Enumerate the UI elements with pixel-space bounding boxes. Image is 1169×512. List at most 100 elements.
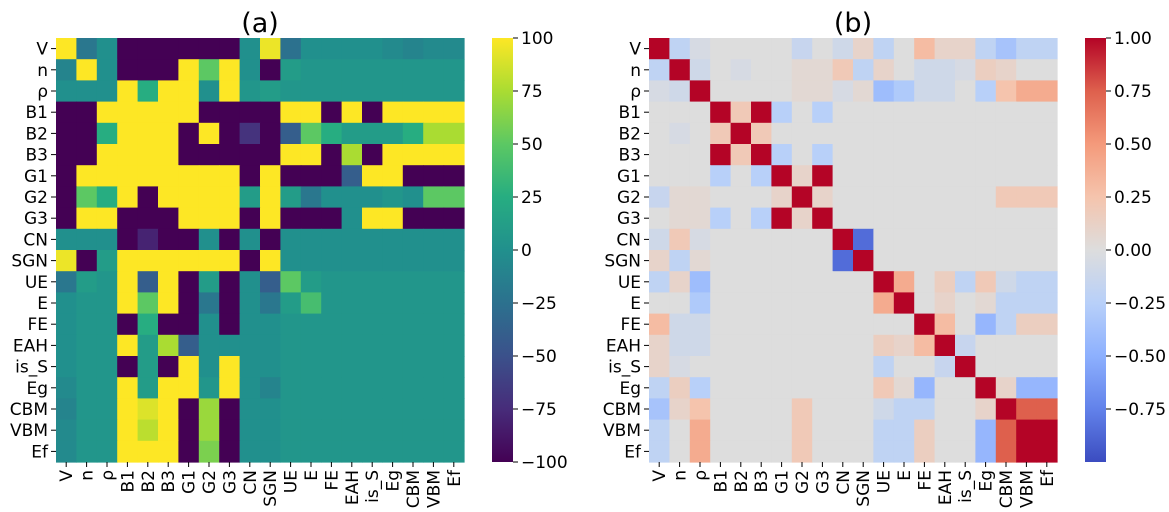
heatmap-cell xyxy=(975,334,997,357)
heatmap-cell xyxy=(832,207,854,230)
heatmap-cell xyxy=(76,165,98,187)
heatmap-cell xyxy=(260,122,281,145)
heatmap-cell xyxy=(260,250,281,272)
heatmap-cell xyxy=(934,80,956,103)
heatmap-cell xyxy=(710,419,732,442)
heatmap-cell xyxy=(730,292,752,315)
heatmap-cell xyxy=(321,80,343,103)
heatmap-cell xyxy=(219,334,241,357)
heatmap-cell xyxy=(1016,419,1038,442)
heatmap-cell xyxy=(382,207,404,230)
heatmap-cell xyxy=(1016,356,1038,378)
heatmap-cell xyxy=(995,207,1017,230)
heatmap-cell xyxy=(137,165,159,187)
heatmap-cell xyxy=(955,271,976,293)
heatmap-cell xyxy=(76,292,98,315)
heatmap-cell xyxy=(423,207,445,230)
heatmap-cell xyxy=(649,356,670,378)
x-tick-label: ρ xyxy=(98,470,118,481)
heatmap-cell xyxy=(689,207,711,230)
heatmap-cell xyxy=(423,122,445,145)
heatmap-cell xyxy=(362,80,383,103)
heatmap-cell xyxy=(280,271,302,293)
heatmap-cell xyxy=(832,440,854,463)
heatmap-cell xyxy=(751,356,772,378)
heatmap-cell xyxy=(198,165,220,187)
heatmap-cell xyxy=(1036,207,1058,230)
heatmap-cell xyxy=(873,419,895,442)
heatmap-cell xyxy=(300,440,322,463)
heatmap-cell xyxy=(914,122,936,145)
heatmap-cell xyxy=(934,122,956,145)
x-tick-label: ρ xyxy=(691,470,711,481)
heatmap-cell xyxy=(260,356,281,378)
heatmap-cells-b xyxy=(649,38,1058,463)
heatmap-cell xyxy=(178,59,200,81)
heatmap-cell xyxy=(362,38,383,60)
x-tick-label: G3 xyxy=(813,470,833,494)
heatmap-cell xyxy=(117,398,139,421)
heatmap-cell xyxy=(730,59,752,81)
heatmap-cell xyxy=(893,292,915,315)
heatmap-cell xyxy=(751,186,772,209)
heatmap-cell xyxy=(689,250,711,272)
heatmap-cell xyxy=(832,250,854,272)
heatmap-cell xyxy=(341,250,363,272)
heatmap-cell xyxy=(995,59,1017,81)
x-tick-label: B3 xyxy=(752,470,772,492)
y-tick-label: CN xyxy=(616,230,641,250)
heatmap-cell xyxy=(893,334,915,357)
heatmap-cell xyxy=(730,38,752,60)
heatmap-cell xyxy=(56,250,77,272)
heatmap-cell xyxy=(934,398,956,421)
heatmap-cell xyxy=(710,228,732,251)
heatmap-cell xyxy=(341,228,363,251)
heatmap-cell xyxy=(934,377,956,399)
heatmap-cell xyxy=(751,440,772,463)
heatmap-cell xyxy=(955,207,976,230)
x-tick-label: Eg xyxy=(384,470,404,492)
heatmap-cell xyxy=(649,334,670,357)
heatmap-cell xyxy=(321,101,343,124)
heatmap-cell xyxy=(158,101,179,124)
heatmap-cell xyxy=(934,419,956,442)
heatmap-cell xyxy=(402,419,424,442)
y-tick-label: n xyxy=(37,61,48,81)
x-tick-label: CN xyxy=(834,470,854,495)
heatmap-cell xyxy=(56,228,77,251)
heatmap-cell xyxy=(955,122,976,145)
heatmap-cell xyxy=(689,186,711,209)
heatmap-cell xyxy=(443,398,465,421)
heatmap-cell xyxy=(96,334,118,357)
heatmap-cell xyxy=(341,38,363,60)
heatmap-cell xyxy=(341,419,363,442)
heatmap-cell xyxy=(76,38,98,60)
heatmap-cell xyxy=(178,165,200,187)
heatmap-panel-a: (a)VnρB1B2B3G1G2G3CNSGNUEEFEEAHis_SEgCBM… xyxy=(10,8,568,508)
heatmap-cell xyxy=(260,398,281,421)
heatmap-cell xyxy=(710,59,732,81)
heatmap-cell xyxy=(1036,292,1058,315)
heatmap-cell xyxy=(76,101,98,124)
heatmap-cell xyxy=(198,313,220,336)
heatmap-cell xyxy=(158,144,179,166)
heatmap-cell xyxy=(137,419,159,442)
heatmap-cell xyxy=(751,59,772,81)
heatmap-cell xyxy=(178,228,200,251)
heatmap-cell xyxy=(300,419,322,442)
heatmap-cell xyxy=(382,122,404,145)
heatmap-cell xyxy=(321,398,343,421)
heatmap-cell xyxy=(117,80,139,103)
heatmap-cell xyxy=(995,101,1017,124)
heatmap-cell xyxy=(1036,144,1058,166)
heatmap-cell xyxy=(751,292,772,315)
heatmap-cell xyxy=(300,250,322,272)
heatmap-cell xyxy=(117,440,139,463)
heatmap-cell xyxy=(1036,186,1058,209)
heatmap-cell xyxy=(832,271,854,293)
heatmap-cell xyxy=(914,356,936,378)
heatmap-cell xyxy=(219,122,241,145)
heatmap-cell xyxy=(873,440,895,463)
heatmap-cell xyxy=(76,377,98,399)
heatmap-cell xyxy=(423,80,445,103)
